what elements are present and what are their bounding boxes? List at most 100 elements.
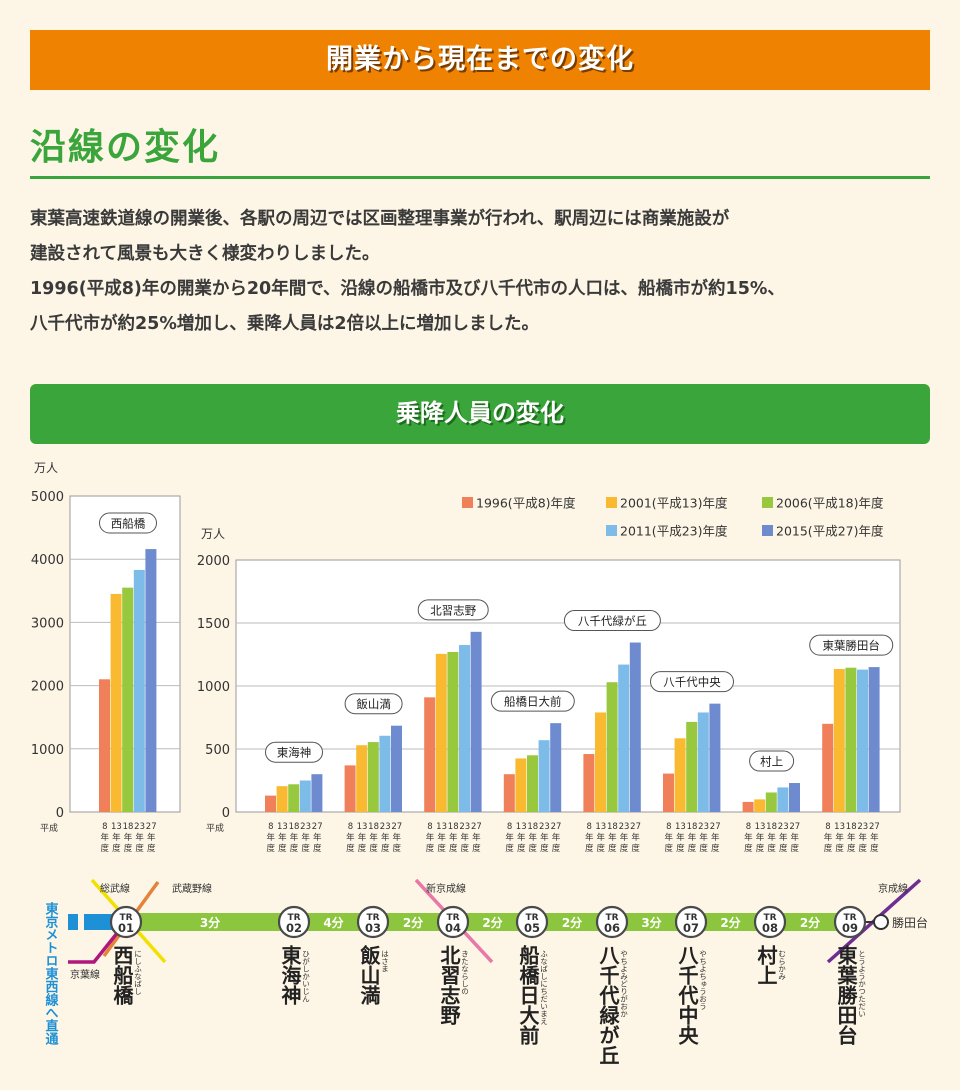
bar bbox=[857, 669, 868, 812]
station-number-badge bbox=[753, 905, 787, 939]
station-code: TR bbox=[763, 913, 776, 923]
bar bbox=[583, 754, 595, 812]
year-suffix: 年 bbox=[847, 832, 856, 843]
year-tick: 23 bbox=[778, 822, 789, 832]
travel-time: 2分 bbox=[800, 915, 820, 930]
bar bbox=[265, 795, 276, 812]
bar bbox=[868, 667, 880, 812]
year-tick: 13 bbox=[277, 822, 288, 832]
year-suffix: 度 bbox=[517, 843, 526, 854]
year-suffix: 度 bbox=[779, 843, 788, 854]
station-label-pill bbox=[490, 690, 575, 712]
year-suffix: 年 bbox=[449, 832, 458, 843]
year-suffix: 年 bbox=[779, 832, 788, 843]
station-number-badge bbox=[515, 905, 549, 939]
year-suffix: 年 bbox=[585, 832, 594, 843]
bar bbox=[515, 758, 527, 812]
year-suffix: 年 bbox=[426, 832, 435, 843]
year-suffix: 年 bbox=[688, 832, 697, 843]
section-body: 東葉高速鉄道線の開業後、各駅の周辺では区画整理事業が行われ、駅周辺には商業施設が… bbox=[30, 202, 935, 342]
bar bbox=[503, 774, 515, 812]
year-suffix: 度 bbox=[791, 843, 800, 854]
year-tick: 8 bbox=[746, 822, 751, 832]
station-label: 東海神 bbox=[277, 746, 312, 760]
line-label: 武蔵野線 bbox=[172, 882, 212, 895]
station-label-pill bbox=[417, 599, 489, 621]
year-suffix: 度 bbox=[426, 843, 435, 854]
year-tick: 13 bbox=[436, 822, 447, 832]
year-tick: 8 bbox=[102, 822, 107, 832]
station-code: TR bbox=[525, 913, 538, 923]
section-title: 沿線の変化 bbox=[30, 127, 221, 168]
year-suffix: 年 bbox=[529, 832, 538, 843]
year-tick: 8 bbox=[507, 822, 512, 832]
station-label-pill bbox=[809, 634, 894, 656]
year-tick: 8 bbox=[348, 822, 353, 832]
bar bbox=[356, 745, 368, 812]
year-suffix: 度 bbox=[301, 843, 310, 854]
keiyo-line bbox=[68, 920, 128, 964]
year-suffix: 度 bbox=[472, 843, 481, 854]
station-name: 北習志野 bbox=[437, 945, 461, 1025]
station-number-badge bbox=[356, 905, 390, 939]
year-tick: 23 bbox=[459, 822, 470, 832]
year-suffix: 年 bbox=[147, 832, 156, 843]
year-suffix: 度 bbox=[767, 843, 776, 854]
y-tick-label: 1000 bbox=[197, 680, 230, 695]
bar bbox=[663, 773, 674, 812]
y-tick-label: 2000 bbox=[31, 680, 64, 695]
year-suffix: 年 bbox=[358, 832, 367, 843]
year-suffix: 度 bbox=[124, 843, 133, 854]
year-suffix: 度 bbox=[847, 843, 856, 854]
year-tick: 27 bbox=[312, 822, 323, 832]
station-code: TR bbox=[605, 913, 618, 923]
bar bbox=[110, 593, 122, 812]
year-suffix: 年 bbox=[381, 832, 390, 843]
station-code: TR bbox=[684, 913, 697, 923]
year-tick: 23 bbox=[698, 822, 709, 832]
year-tick: 13 bbox=[595, 822, 606, 832]
year-suffix: 度 bbox=[552, 843, 561, 854]
station-label-pill bbox=[99, 512, 157, 534]
chart-title-banner: 乗降人員の変化 bbox=[30, 384, 930, 444]
year-tick: 13 bbox=[516, 822, 527, 832]
year-tick: 8 bbox=[666, 822, 671, 832]
station-label-pill bbox=[749, 750, 795, 772]
y-axis-unit: 万人 bbox=[201, 527, 225, 541]
bar bbox=[447, 651, 459, 812]
station-number: 03 bbox=[365, 921, 381, 935]
year-suffix: 度 bbox=[346, 843, 355, 854]
year-suffix: 度 bbox=[870, 843, 879, 854]
station-number: 09 bbox=[842, 921, 858, 935]
year-tick: 18 bbox=[527, 822, 538, 832]
station-reading: はさま bbox=[380, 950, 389, 973]
year-suffix: 度 bbox=[449, 843, 458, 854]
bar bbox=[367, 742, 379, 812]
year-suffix: 度 bbox=[101, 843, 110, 854]
year-suffix: 年 bbox=[472, 832, 481, 843]
year-suffix: 度 bbox=[620, 843, 629, 854]
year-tick: 18 bbox=[289, 822, 300, 832]
year-tick: 18 bbox=[766, 822, 777, 832]
legend-swatch bbox=[462, 497, 473, 508]
bar bbox=[459, 645, 470, 812]
station-code: TR bbox=[287, 913, 300, 923]
bar bbox=[595, 712, 606, 812]
year-tick: 27 bbox=[146, 822, 157, 832]
bar bbox=[629, 642, 641, 812]
line-label: 新京成線 bbox=[426, 882, 466, 895]
year-suffix: 年 bbox=[835, 832, 844, 843]
bar bbox=[754, 799, 766, 812]
terminal-label: 勝田台 bbox=[892, 915, 928, 930]
year-suffix: 度 bbox=[835, 843, 844, 854]
year-suffix: 年 bbox=[290, 832, 299, 843]
year-suffix: 年 bbox=[756, 832, 765, 843]
y-tick-label: 2000 bbox=[197, 554, 230, 569]
year-suffix: 年 bbox=[631, 832, 640, 843]
year-tick: 18 bbox=[607, 822, 618, 832]
year-suffix: 度 bbox=[313, 843, 322, 854]
bar bbox=[822, 723, 834, 812]
y-tick-label: 5000 bbox=[31, 490, 64, 505]
station-number-badge bbox=[595, 905, 629, 939]
station-label: 八千代中央 bbox=[663, 675, 721, 689]
